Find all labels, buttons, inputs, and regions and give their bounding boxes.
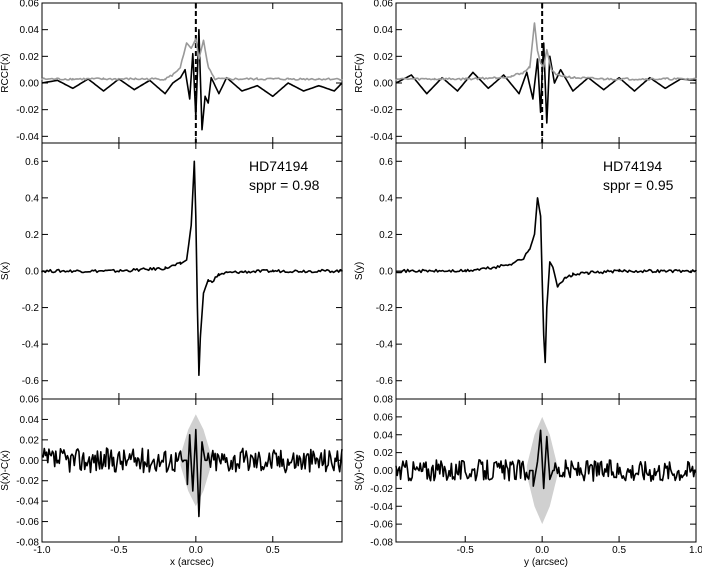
y-tick-label: 0.04 xyxy=(20,25,40,36)
y-axis-label: S(y) xyxy=(354,262,365,280)
y-tick-label: 0.08 xyxy=(374,395,394,406)
x-tick-label: 0.5 xyxy=(266,545,280,556)
y-axis-label: S(x) xyxy=(0,262,11,280)
y-tick-label: -0.04 xyxy=(370,132,393,143)
y-tick-label: 0.02 xyxy=(374,448,394,459)
y-axis-label: RCCF(y) xyxy=(354,53,365,92)
y-tick-label: 0.04 xyxy=(374,430,394,441)
y-tick-label: -0.02 xyxy=(16,476,39,487)
series-line-black xyxy=(41,28,343,131)
y-tick-label: 0.02 xyxy=(374,52,394,63)
y-tick-label: -0.08 xyxy=(16,538,39,549)
y-tick-label: -0.02 xyxy=(370,484,393,495)
series-line-gray xyxy=(41,38,343,81)
series-line-black xyxy=(395,197,697,364)
y-tick-label: 0.0 xyxy=(25,267,39,278)
series-line-black xyxy=(395,429,697,490)
panel-left-resid: -0.08 -0.06 -0.04 -0.02 0.00 0.02 0.04 0.06 -1.0… xyxy=(0,395,343,568)
x-tick-label: -0.5 xyxy=(457,545,475,556)
y-tick-label: -0.02 xyxy=(16,105,39,116)
y-tick-label: 0.02 xyxy=(20,435,40,446)
panel-right-rccf: -0.04 -0.02 0.00 0.02 0.04 0.06 RCCF(y) xyxy=(354,0,697,144)
annotation-sppr: sppr = 0.95 xyxy=(603,177,674,193)
y-tick-label: -0.06 xyxy=(370,520,393,531)
y-tick-label: 0.02 xyxy=(20,52,40,63)
y-tick-label: -0.04 xyxy=(370,502,393,513)
y-axis-label: S(y)-C(y) xyxy=(354,450,365,491)
y-tick-label: 0.06 xyxy=(374,0,394,10)
series-line-gray xyxy=(395,22,697,81)
y-tick-label: 0.04 xyxy=(374,25,394,36)
panel-right-s: -0.6 -0.4 -0.2 0.0 0.2 0.4 0.6 S(y) HD74194 sppr … xyxy=(354,142,697,400)
y-tick-label: -0.08 xyxy=(370,538,393,549)
series-line-black xyxy=(41,160,343,377)
x-tick-label: 0.0 xyxy=(189,545,203,556)
y-tick-label: -0.06 xyxy=(16,517,39,528)
y-tick-label: 0.6 xyxy=(25,157,39,168)
x-tick-label: -1.0 xyxy=(33,545,51,556)
panel-right-resid: -0.08 -0.06 -0.04 -0.02 0.00 0.02 0.04 0.06 0.08… xyxy=(354,395,702,569)
y-tick-label: -0.02 xyxy=(370,105,393,116)
y-tick-label: 0.06 xyxy=(20,0,40,10)
y-tick-label: -0.6 xyxy=(22,376,40,387)
y-tick-label: -0.4 xyxy=(22,340,40,351)
y-tick-label: -0.2 xyxy=(22,303,40,314)
y-tick-label: 0.00 xyxy=(20,79,40,90)
y-tick-label: 0.4 xyxy=(25,193,39,204)
y-tick-label: 0.2 xyxy=(379,230,393,241)
x-axis-label: x (arcsec) xyxy=(170,557,214,568)
x-axis-label: y (arcsec) xyxy=(524,557,568,568)
annotation-star-name: HD74194 xyxy=(249,158,308,174)
x-tick-label: 0.5 xyxy=(612,545,626,556)
x-tick-label: 0.0 xyxy=(535,545,549,556)
y-tick-label: -0.04 xyxy=(16,132,39,143)
y-tick-label: 0.00 xyxy=(20,456,40,467)
y-tick-label: 0.06 xyxy=(20,395,40,406)
y-tick-label: -0.2 xyxy=(376,303,394,314)
y-axis-label: RCCF(x) xyxy=(0,53,11,92)
y-tick-label: 0.04 xyxy=(20,415,40,426)
annotation-sppr: sppr = 0.98 xyxy=(249,177,320,193)
y-tick-label: 0.06 xyxy=(374,412,394,423)
y-tick-label: 0.6 xyxy=(379,157,393,168)
panel-frame xyxy=(41,398,343,543)
y-tick-label: -0.6 xyxy=(376,376,394,387)
y-tick-label: -0.04 xyxy=(16,497,39,508)
y-tick-label: 0.00 xyxy=(374,466,394,477)
annotation-star-name: HD74194 xyxy=(603,158,662,174)
y-tick-label: 0.4 xyxy=(379,193,393,204)
x-tick-label: -0.5 xyxy=(110,545,128,556)
y-tick-label: 0.0 xyxy=(379,267,393,278)
y-tick-label: -0.4 xyxy=(376,340,394,351)
panel-left-rccf: -0.04 -0.02 0.00 0.02 0.04 0.06 RCCF(x) xyxy=(0,0,343,144)
y-tick-label: 0.00 xyxy=(374,79,394,90)
y-tick-label: 0.2 xyxy=(25,230,39,241)
y-axis-label: S(x)-C(x) xyxy=(0,450,11,491)
series-line-black xyxy=(41,428,343,518)
panel-left-s: -0.6 -0.4 -0.2 0.0 0.2 0.4 0.6 S(x) HD74194 sppr … xyxy=(0,142,343,400)
x-tick-label: 1.0 xyxy=(689,545,702,556)
